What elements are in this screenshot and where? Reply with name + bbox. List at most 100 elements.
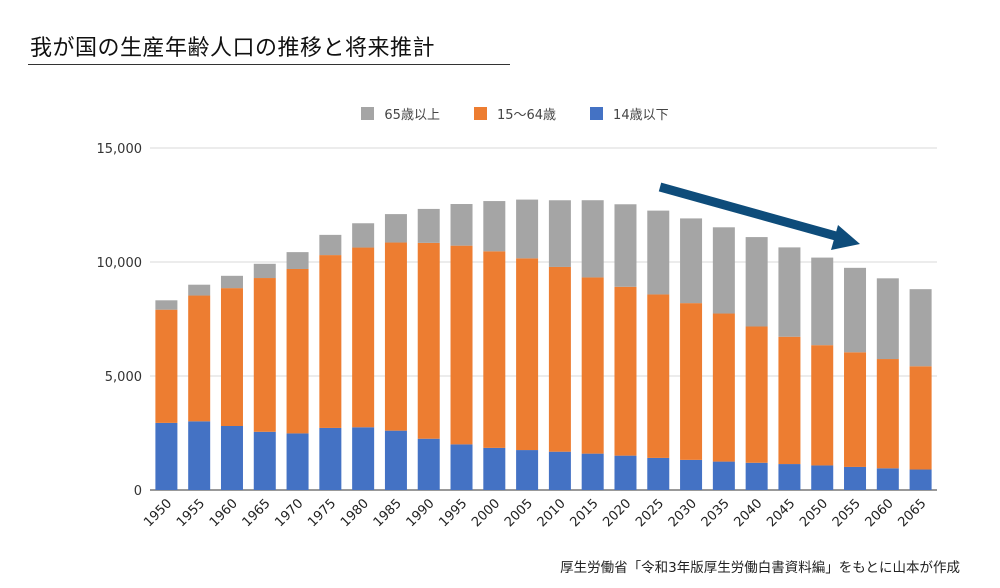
legend-item: 15〜64歳 <box>473 104 557 123</box>
bar-segment-2000-age0to14 <box>483 447 506 490</box>
x-tick-label: 2000 <box>469 496 503 530</box>
bar-segment-1980-age0to14 <box>352 427 375 490</box>
x-tick-label: 1970 <box>272 496 306 530</box>
bar-segment-2045-age65plus <box>778 247 801 337</box>
bar-segment-1980-age65plus <box>352 223 375 248</box>
x-tick-label: 2040 <box>731 496 765 530</box>
source-note: 厚生労働省「令和3年版厚生労働白書資料編」をもとに山本が作成 <box>560 560 960 576</box>
bar-segment-2050-age15to64 <box>811 345 834 466</box>
x-tick-label: 2060 <box>863 496 897 530</box>
bar-segment-1960-age65plus <box>220 275 243 289</box>
x-tick-label: 2010 <box>535 496 569 530</box>
legend-swatch <box>590 107 604 120</box>
bar-segment-1960-age15to64 <box>220 288 243 427</box>
x-tick-label: 2050 <box>797 496 831 530</box>
bar-segment-2035-age65plus <box>712 227 735 314</box>
x-tick-label: 2015 <box>568 496 602 530</box>
bar-segment-1995-age15to64 <box>450 245 473 445</box>
bar-segment-1970-age0to14 <box>286 433 309 490</box>
bar-segment-2015-age65plus <box>581 200 604 278</box>
bar-segment-1950-age65plus <box>155 300 178 310</box>
bar-segment-1950-age15to64 <box>155 309 178 423</box>
bar-segment-2035-age15to64 <box>712 313 735 462</box>
bar-segment-1965-age0to14 <box>253 431 276 490</box>
bar-segment-1955-age0to14 <box>188 421 211 490</box>
bar-segment-2005-age65plus <box>516 199 539 259</box>
x-tick-label: 2045 <box>764 496 798 530</box>
bar-segment-1970-age15to64 <box>286 268 309 434</box>
bar-segment-1995-age0to14 <box>450 444 473 490</box>
x-tick-label: 1995 <box>436 496 470 530</box>
bar-segment-1950-age0to14 <box>155 422 178 490</box>
bar-segment-2020-age15to64 <box>614 286 637 456</box>
x-tick-label: 1965 <box>240 496 274 530</box>
y-tick-label: 5,000 <box>105 370 142 385</box>
x-tick-label: 1980 <box>338 496 372 530</box>
bar-segment-2005-age15to64 <box>516 258 539 451</box>
bar-segment-1965-age65plus <box>253 263 276 279</box>
bar-segment-2025-age15to64 <box>647 294 670 458</box>
bar-segment-1990-age0to14 <box>417 438 440 490</box>
legend-label: 15〜64歳 <box>496 108 557 123</box>
page-title: 我が国の生産年齢人口の推移と将来推計 <box>30 36 436 61</box>
legend-item: 14歳以下 <box>590 104 669 123</box>
bar-segment-2000-age65plus <box>483 201 506 252</box>
x-tick-label: 2035 <box>699 496 733 530</box>
bar-segment-2050-age0to14 <box>811 465 834 490</box>
bar-segment-2010-age15to64 <box>548 266 571 452</box>
bar-segment-1985-age65plus <box>384 214 407 243</box>
title-underline <box>28 64 510 65</box>
bar-segment-2025-age0to14 <box>647 457 670 490</box>
y-tick-label: 10,000 <box>97 256 143 271</box>
bar-segment-2015-age15to64 <box>581 277 604 454</box>
chart-legend: 65歳以上 15〜64歳 14歳以下 <box>0 104 1000 123</box>
bar-segment-1990-age65plus <box>417 208 440 243</box>
bar-segment-1975-age0to14 <box>319 427 342 490</box>
bar-segment-1990-age15to64 <box>417 242 440 439</box>
bar-segment-2060-age0to14 <box>876 468 899 490</box>
bar-segment-1985-age0to14 <box>384 430 407 490</box>
bar-segment-2060-age15to64 <box>876 359 899 469</box>
x-tick-label: 1950 <box>141 496 175 530</box>
bar-segment-2030-age0to14 <box>680 459 703 490</box>
bar-segment-1975-age65plus <box>319 234 342 256</box>
x-tick-label: 2005 <box>502 496 536 530</box>
legend-swatch <box>473 107 487 120</box>
bar-segment-2065-age65plus <box>909 289 932 367</box>
bar-segment-1975-age15to64 <box>319 255 342 428</box>
bar-segment-1965-age15to64 <box>253 278 276 432</box>
bar-segment-2000-age15to64 <box>483 251 506 448</box>
bar-segment-2045-age15to64 <box>778 336 801 465</box>
x-tick-label: 2065 <box>895 496 929 530</box>
bar-segment-1985-age15to64 <box>384 242 407 431</box>
x-tick-label: 1955 <box>174 496 208 530</box>
bar-segment-2060-age65plus <box>876 278 899 360</box>
bar-segment-2020-age0to14 <box>614 455 637 490</box>
bar-segment-1970-age65plus <box>286 252 309 269</box>
bar-segment-2065-age15to64 <box>909 366 932 470</box>
bar-segment-1980-age15to64 <box>352 247 375 428</box>
x-tick-label: 2055 <box>830 496 864 530</box>
y-tick-label: 0 <box>134 484 142 499</box>
bar-segment-2065-age0to14 <box>909 469 932 490</box>
x-tick-label: 2025 <box>633 496 667 530</box>
bar-segment-1960-age0to14 <box>220 426 243 490</box>
legend-item: 65歳以上 <box>361 104 440 123</box>
x-tick-label: 1985 <box>371 496 405 530</box>
bar-segment-2025-age65plus <box>647 210 670 295</box>
x-tick-label: 1990 <box>404 496 438 530</box>
x-tick-label: 2020 <box>600 496 634 530</box>
bar-segment-1955-age15to64 <box>188 295 211 422</box>
bar-segment-2015-age0to14 <box>581 453 604 490</box>
bar-segment-2020-age65plus <box>614 204 637 287</box>
legend-label: 65歳以上 <box>384 108 440 123</box>
legend-label: 14歳以下 <box>613 108 669 123</box>
bar-segment-2055-age15to64 <box>844 352 867 467</box>
bar-segment-2005-age0to14 <box>516 450 539 490</box>
bar-segment-2045-age0to14 <box>778 464 801 490</box>
bar-segment-2010-age65plus <box>548 200 571 267</box>
bar-segment-2030-age65plus <box>680 218 703 304</box>
bar-segment-1955-age65plus <box>188 284 211 296</box>
bar-segment-2050-age65plus <box>811 257 834 346</box>
